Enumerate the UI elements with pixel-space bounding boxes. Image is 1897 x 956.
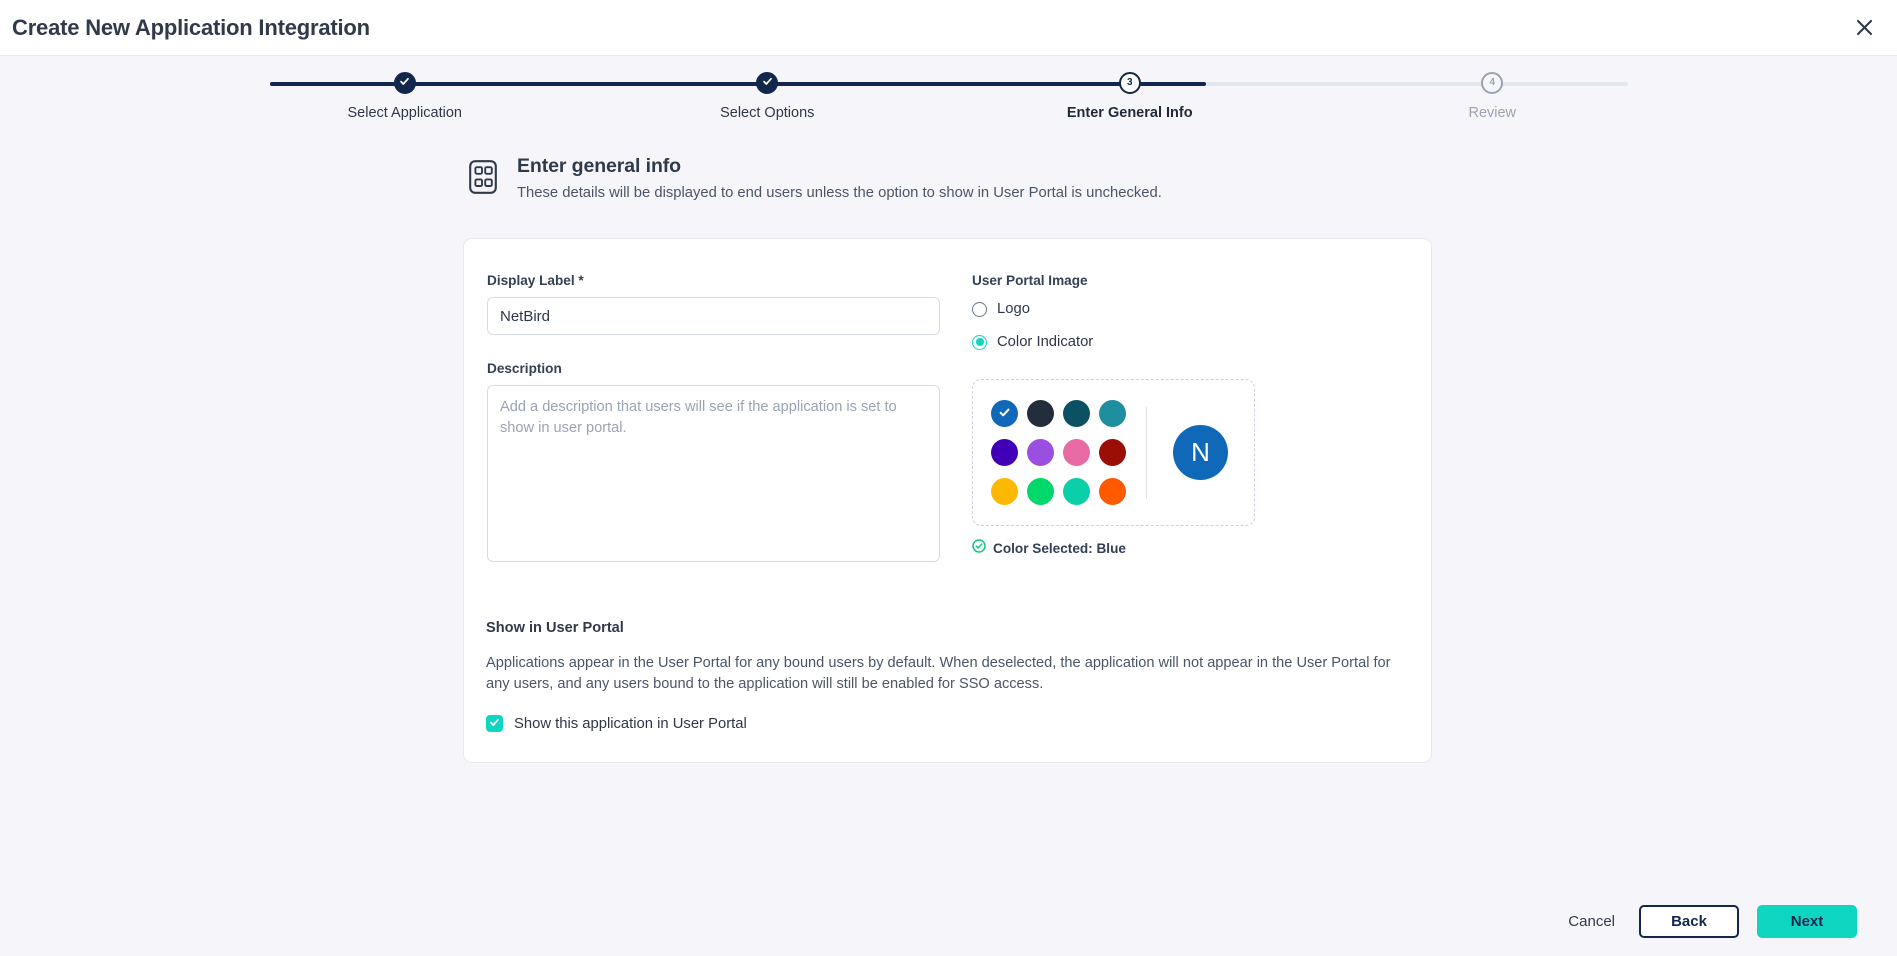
color-swatch-grid — [991, 400, 1126, 505]
description-label: Description — [487, 361, 562, 376]
modal-header: Create New Application Integration — [0, 0, 1897, 56]
color-selected-text: Color Selected: Blue — [993, 541, 1126, 556]
show-in-user-portal-checkbox[interactable] — [486, 715, 503, 733]
color-swatch-dark-navy[interactable] — [1027, 400, 1054, 427]
stepper-step-select-options[interactable]: Select Options — [586, 72, 949, 121]
cancel-button[interactable]: Cancel — [1562, 905, 1621, 938]
radio-color-indicator-label: Color Indicator — [997, 334, 1094, 350]
app-grid-icon — [466, 159, 500, 195]
color-swatch-amber[interactable] — [991, 478, 1018, 505]
stepper-number-3: 3 — [1126, 77, 1133, 88]
back-button[interactable]: Back — [1639, 904, 1739, 938]
section-heading: Enter general info These details will be… — [466, 155, 1162, 201]
stepper-dot-1 — [393, 72, 416, 94]
color-swatch-purple[interactable] — [991, 439, 1018, 466]
stepper-step-enter-general-info[interactable]: 3 Enter General Info — [949, 72, 1312, 121]
color-picker-panel: N — [972, 379, 1255, 526]
radio-dot-icon — [975, 338, 984, 346]
panel-divider — [1146, 406, 1147, 499]
stepper-number-4: 4 — [1489, 77, 1496, 88]
close-button[interactable] — [1847, 11, 1881, 45]
stepper-label-3: Enter General Info — [1066, 105, 1193, 121]
check-icon — [399, 74, 410, 92]
color-swatch-violet[interactable] — [1027, 439, 1054, 466]
card-right-column: User Portal Image Logo Color Indicator — [972, 273, 1408, 567]
show-in-user-portal-checkbox-row[interactable]: Show this application in User Portal — [486, 715, 1391, 733]
close-icon — [1856, 19, 1873, 36]
avatar-initial: N — [1191, 437, 1210, 467]
show-in-user-portal-description: Applications appear in the User Portal f… — [486, 655, 1391, 693]
show-in-user-portal-checkbox-label: Show this application in User Portal — [514, 715, 747, 732]
show-in-user-portal-title: Show in User Portal — [486, 620, 624, 636]
display-label-input[interactable] — [487, 297, 940, 335]
stepper-label-1: Select Application — [347, 105, 462, 121]
radio-option-logo[interactable]: Logo — [972, 296, 1408, 322]
general-info-card: Display Label * Description User Portal … — [463, 238, 1432, 763]
color-swatch-pink[interactable] — [1063, 439, 1090, 466]
description-input[interactable] — [487, 385, 940, 562]
avatar-preview: N — [1173, 425, 1228, 480]
section-title: Enter general info — [517, 155, 681, 177]
wizard-stepper: Select Application Select Options — [0, 72, 1897, 132]
color-swatch-dark-red[interactable] — [1099, 439, 1126, 466]
radio-option-color-indicator[interactable]: Color Indicator — [972, 329, 1408, 355]
stepper-step-select-application[interactable]: Select Application — [224, 72, 587, 121]
color-swatch-blue[interactable] — [991, 400, 1018, 427]
stepper-label-2: Select Options — [720, 105, 815, 121]
radio-color-indicator-indicator — [972, 334, 987, 350]
color-swatch-emerald[interactable] — [1063, 478, 1090, 505]
color-swatch-orange[interactable] — [1099, 478, 1126, 505]
check-icon — [998, 406, 1011, 422]
radio-logo-indicator — [972, 301, 987, 317]
show-in-user-portal-section: Show in User Portal Applications appear … — [486, 620, 1391, 733]
stepper-dot-4: 4 — [1481, 72, 1504, 94]
page-title: Create New Application Integration — [12, 14, 370, 40]
next-button[interactable]: Next — [1757, 904, 1857, 938]
modal-footer: Cancel Back Next — [0, 886, 1897, 956]
user-portal-image-label: User Portal Image — [972, 273, 1088, 288]
stepper-step-review[interactable]: 4 Review — [1311, 72, 1674, 121]
stepper-label-4: Review — [1468, 105, 1517, 121]
check-circle-icon — [972, 539, 986, 558]
stepper-dot-2 — [756, 72, 779, 94]
check-icon — [489, 715, 500, 733]
radio-logo-label: Logo — [997, 301, 1030, 317]
color-swatch-deep-teal[interactable] — [1063, 400, 1090, 427]
stepper-dot-3: 3 — [1118, 72, 1141, 94]
color-swatch-green[interactable] — [1027, 478, 1054, 505]
check-icon — [762, 74, 773, 92]
section-subtitle: These details will be displayed to end u… — [517, 185, 1162, 201]
card-left-column: Display Label * Description — [487, 273, 940, 567]
color-swatch-teal[interactable] — [1099, 400, 1126, 427]
stepper-track-progress — [269, 82, 1207, 86]
color-selected-note: Color Selected: Blue — [972, 539, 1408, 558]
display-label-label: Display Label * — [487, 273, 584, 288]
